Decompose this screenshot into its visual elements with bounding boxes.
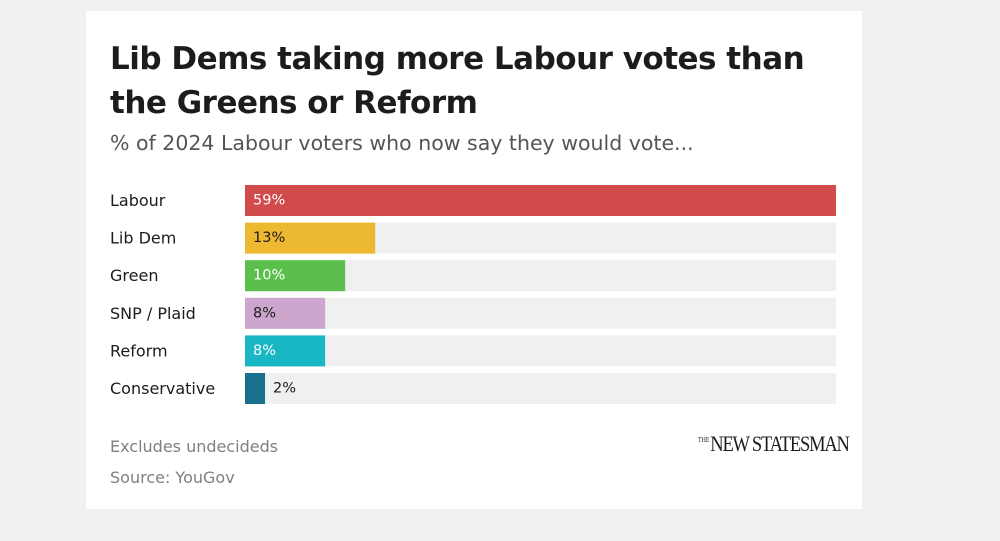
value-label-conservative: 2% [273, 381, 296, 397]
value-label-reform: 8% [253, 343, 276, 359]
value-label-labour: 59% [253, 193, 285, 209]
category-label-reform: Reform [110, 341, 168, 360]
bar-track-conservative [245, 373, 836, 404]
category-label-green: Green [110, 266, 158, 285]
bar-reform [245, 335, 326, 367]
value-label-lib-dem: 13% [253, 230, 285, 246]
chart-card: Lib Dems taking more Labour votes than t… [86, 11, 862, 509]
footnote-source: Source: YouGov [110, 468, 235, 487]
value-label-snp-plaid: 8% [253, 305, 276, 321]
bar-green [245, 260, 346, 292]
bar-lib-dem [245, 222, 376, 254]
bar-labour [245, 185, 836, 216]
category-label-labour: Labour [110, 191, 166, 210]
value-label-green: 10% [253, 268, 285, 284]
chart-title: Lib Dems taking more Labour votes than t… [110, 41, 805, 121]
bar-snp-plaid [245, 297, 326, 329]
new-statesman-logo: THENEW STATESMAN [698, 431, 850, 457]
category-label-snp-plaid: SNP / Plaid [110, 304, 196, 323]
bar-track-snp-plaid [245, 297, 836, 329]
logo-small-text: THE [698, 436, 710, 444]
footnote-excludes: Excludes undecideds [110, 437, 279, 456]
chart-subtitle: % of 2024 Labour voters who now say they… [110, 131, 694, 155]
category-label-conservative: Conservative [110, 379, 215, 398]
bar-track-reform [245, 335, 836, 367]
bar-conservative [245, 373, 266, 404]
logo-main-text: NEW STATESMAN [710, 431, 850, 456]
bar-chart: Labour 59% Lib Dem 13% Green 10% SNP / Plaid 8%… [110, 185, 836, 404]
category-label-lib-dem: Lib Dem [110, 229, 176, 248]
